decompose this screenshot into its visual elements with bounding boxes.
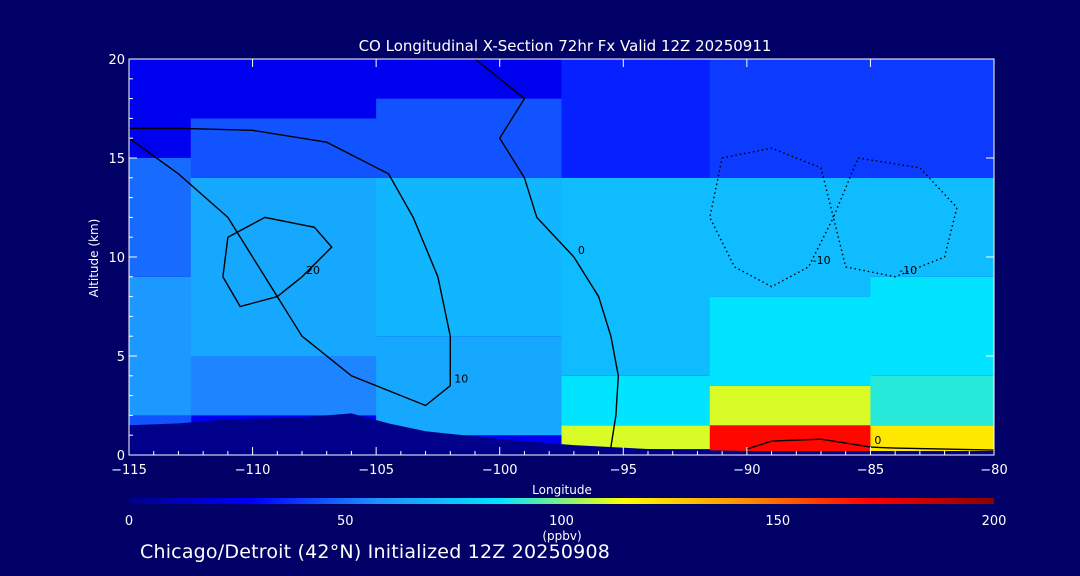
field-cell [709, 177, 871, 297]
contour-label: 0 [874, 434, 881, 447]
contour-line [746, 438, 994, 451]
contour-line [129, 127, 451, 407]
x-tick-label: −90 [733, 463, 760, 478]
y-tick-label: 20 [108, 53, 125, 68]
y-axis-label: Altitude (km) [87, 219, 101, 298]
field-cell [190, 59, 377, 119]
colorbar-tick-label: 150 [765, 514, 790, 529]
field-cell [376, 177, 562, 337]
colorbar-unit-label: (ppbv) [542, 529, 581, 543]
colorbar [129, 498, 994, 504]
field-cell [561, 425, 711, 450]
x-tick-label: −100 [482, 463, 518, 478]
contour-line [222, 216, 333, 308]
contour-label: 20 [306, 264, 320, 277]
field-cell [709, 385, 871, 426]
field-cell [561, 177, 711, 376]
field-cell [709, 425, 871, 452]
colorbar-tick-label: 200 [982, 514, 1007, 529]
x-tick-label: −110 [235, 463, 271, 478]
contour-line [709, 147, 835, 288]
contour-line [832, 157, 958, 278]
field-cell [190, 118, 377, 178]
field-cell [870, 425, 994, 452]
field-cell [870, 276, 994, 376]
field-cell [190, 356, 377, 416]
x-tick-label: −85 [857, 463, 884, 478]
x-axis-ticks: −115 −110 −105 −100 −95 −90 −85 −80 [111, 59, 1008, 478]
field-cell [561, 375, 711, 426]
field-cell [376, 336, 562, 436]
chart-title: CO Longitudinal X-Section 72hr Fx Valid … [359, 37, 772, 55]
contour-lines: 0 0 10 20 -10 -10 [129, 59, 994, 451]
field-cell [129, 276, 192, 416]
field-cell [870, 59, 994, 178]
colorbar-tick-label: 50 [337, 514, 354, 529]
field-cell [709, 296, 871, 386]
x-tick-label: −80 [980, 463, 1007, 478]
y-tick-label: 10 [108, 251, 125, 266]
terrain-surface [129, 413, 994, 455]
field-cell [561, 59, 711, 178]
concentration-field [129, 59, 994, 455]
y-tick-label: 5 [117, 350, 125, 365]
contour-label: -10 [899, 264, 917, 277]
contour-label: -10 [813, 254, 831, 267]
colorbar-tick-labels: 0 50 100 150 200 [125, 514, 1007, 529]
field-cell [376, 59, 562, 99]
contour-line [474, 59, 620, 448]
field-cell [870, 375, 994, 426]
field-cell [190, 177, 377, 356]
contour-label: 10 [454, 373, 468, 386]
x-tick-label: −105 [358, 463, 394, 478]
field-cell [129, 59, 192, 158]
field-cell [870, 177, 994, 277]
terrain-mask [129, 413, 994, 455]
x-tick-label: −115 [111, 463, 147, 478]
y-tick-label: 15 [108, 152, 125, 167]
colorbar-tick-label: 0 [125, 514, 133, 529]
y-tick-label: 0 [117, 449, 125, 464]
contour-label: 0 [578, 244, 585, 257]
field-cell [376, 98, 562, 178]
footer-text: Chicago/Detroit (42°N) Initialized 12Z 2… [140, 541, 611, 563]
colorbar-tick-label: 100 [549, 514, 574, 529]
x-tick-label: −95 [610, 463, 637, 478]
y-axis-ticks: 0 5 10 15 20 [108, 53, 994, 464]
field-cell [129, 158, 192, 277]
x-axis-label: Longitude [532, 483, 592, 497]
field-cell [709, 59, 871, 178]
